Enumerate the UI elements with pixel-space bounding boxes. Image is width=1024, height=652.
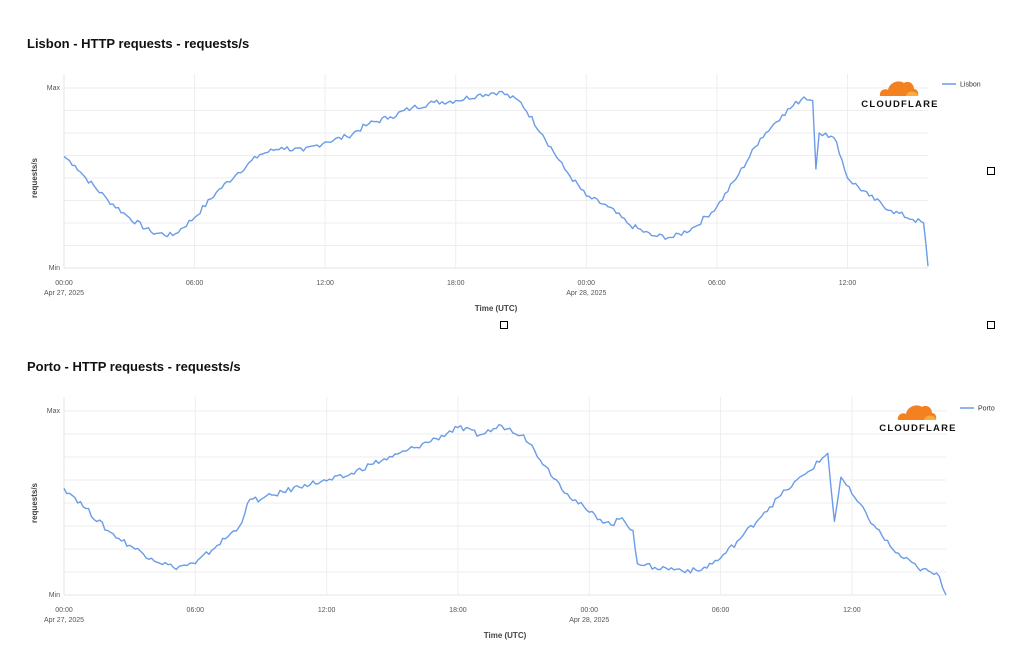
y-tick-label: Max — [47, 408, 61, 415]
x-axis-label: Time (UTC) — [475, 304, 518, 313]
cloud-accent — [906, 91, 918, 96]
cloud-accent — [924, 415, 936, 420]
legend: Lisbon — [942, 82, 981, 89]
legend: Porto — [960, 406, 995, 413]
y-axis-label: requests/s — [30, 482, 39, 523]
selection-handle[interactable] — [500, 321, 508, 329]
x-tick-sublabel: Apr 27, 2025 — [44, 617, 84, 624]
x-tick-label: 06:00 — [187, 607, 205, 614]
x-tick-label: 00:00 — [578, 280, 596, 287]
y-axis-label: requests/s — [30, 157, 39, 198]
x-tick-sublabel: Apr 27, 2025 — [44, 290, 84, 297]
x-tick-label: 00:00 — [55, 280, 73, 287]
x-tick-label: 18:00 — [449, 607, 467, 614]
x-axis-label: Time (UTC) — [484, 631, 527, 640]
chart-title: Porto - HTTP requests - requests/s — [27, 359, 241, 374]
logo-wordmark: CLOUDFLARE — [879, 423, 956, 434]
x-tick-sublabel: Apr 28, 2025 — [566, 290, 606, 297]
grid-lines — [63, 397, 946, 596]
series-line-lisbon — [63, 90, 929, 267]
chart-title: Lisbon - HTTP requests - requests/s — [27, 36, 250, 51]
lisbon-chart: Max Min 00:00 Apr 27, 2025 06:00 12:00 18:00 00… — [30, 74, 981, 313]
x-tick-label: 06:00 — [186, 280, 204, 287]
cloudflare-logo: CLOUDFLARE — [879, 405, 956, 434]
x-tick-label: 12:00 — [316, 280, 334, 287]
y-tick-label: Min — [49, 592, 60, 599]
selection-handle[interactable] — [987, 167, 995, 175]
x-tick-label: 06:00 — [708, 280, 726, 287]
x-tick-label: 00:00 — [580, 607, 598, 614]
y-tick-label: Min — [49, 265, 60, 272]
x-tick-label: 12:00 — [843, 607, 861, 614]
legend-label: Lisbon — [960, 82, 981, 89]
series-line-porto — [63, 423, 947, 596]
y-tick-label: Max — [47, 85, 61, 92]
legend-label: Porto — [978, 406, 995, 413]
x-tick-label: 18:00 — [447, 280, 465, 287]
x-tick-label: 00:00 — [55, 607, 73, 614]
x-tick-label: 12:00 — [839, 280, 857, 287]
x-tick-label: 12:00 — [318, 607, 336, 614]
cloud-shape — [897, 405, 937, 420]
x-tick-label: 06:00 — [712, 607, 730, 614]
selection-handle[interactable] — [987, 321, 995, 329]
x-tick-sublabel: Apr 28, 2025 — [569, 617, 609, 624]
grid-lines — [63, 74, 928, 269]
logo-wordmark: CLOUDFLARE — [861, 99, 938, 110]
cloudflare-logo: CLOUDFLARE — [861, 81, 938, 110]
cloud-shape — [879, 81, 919, 96]
